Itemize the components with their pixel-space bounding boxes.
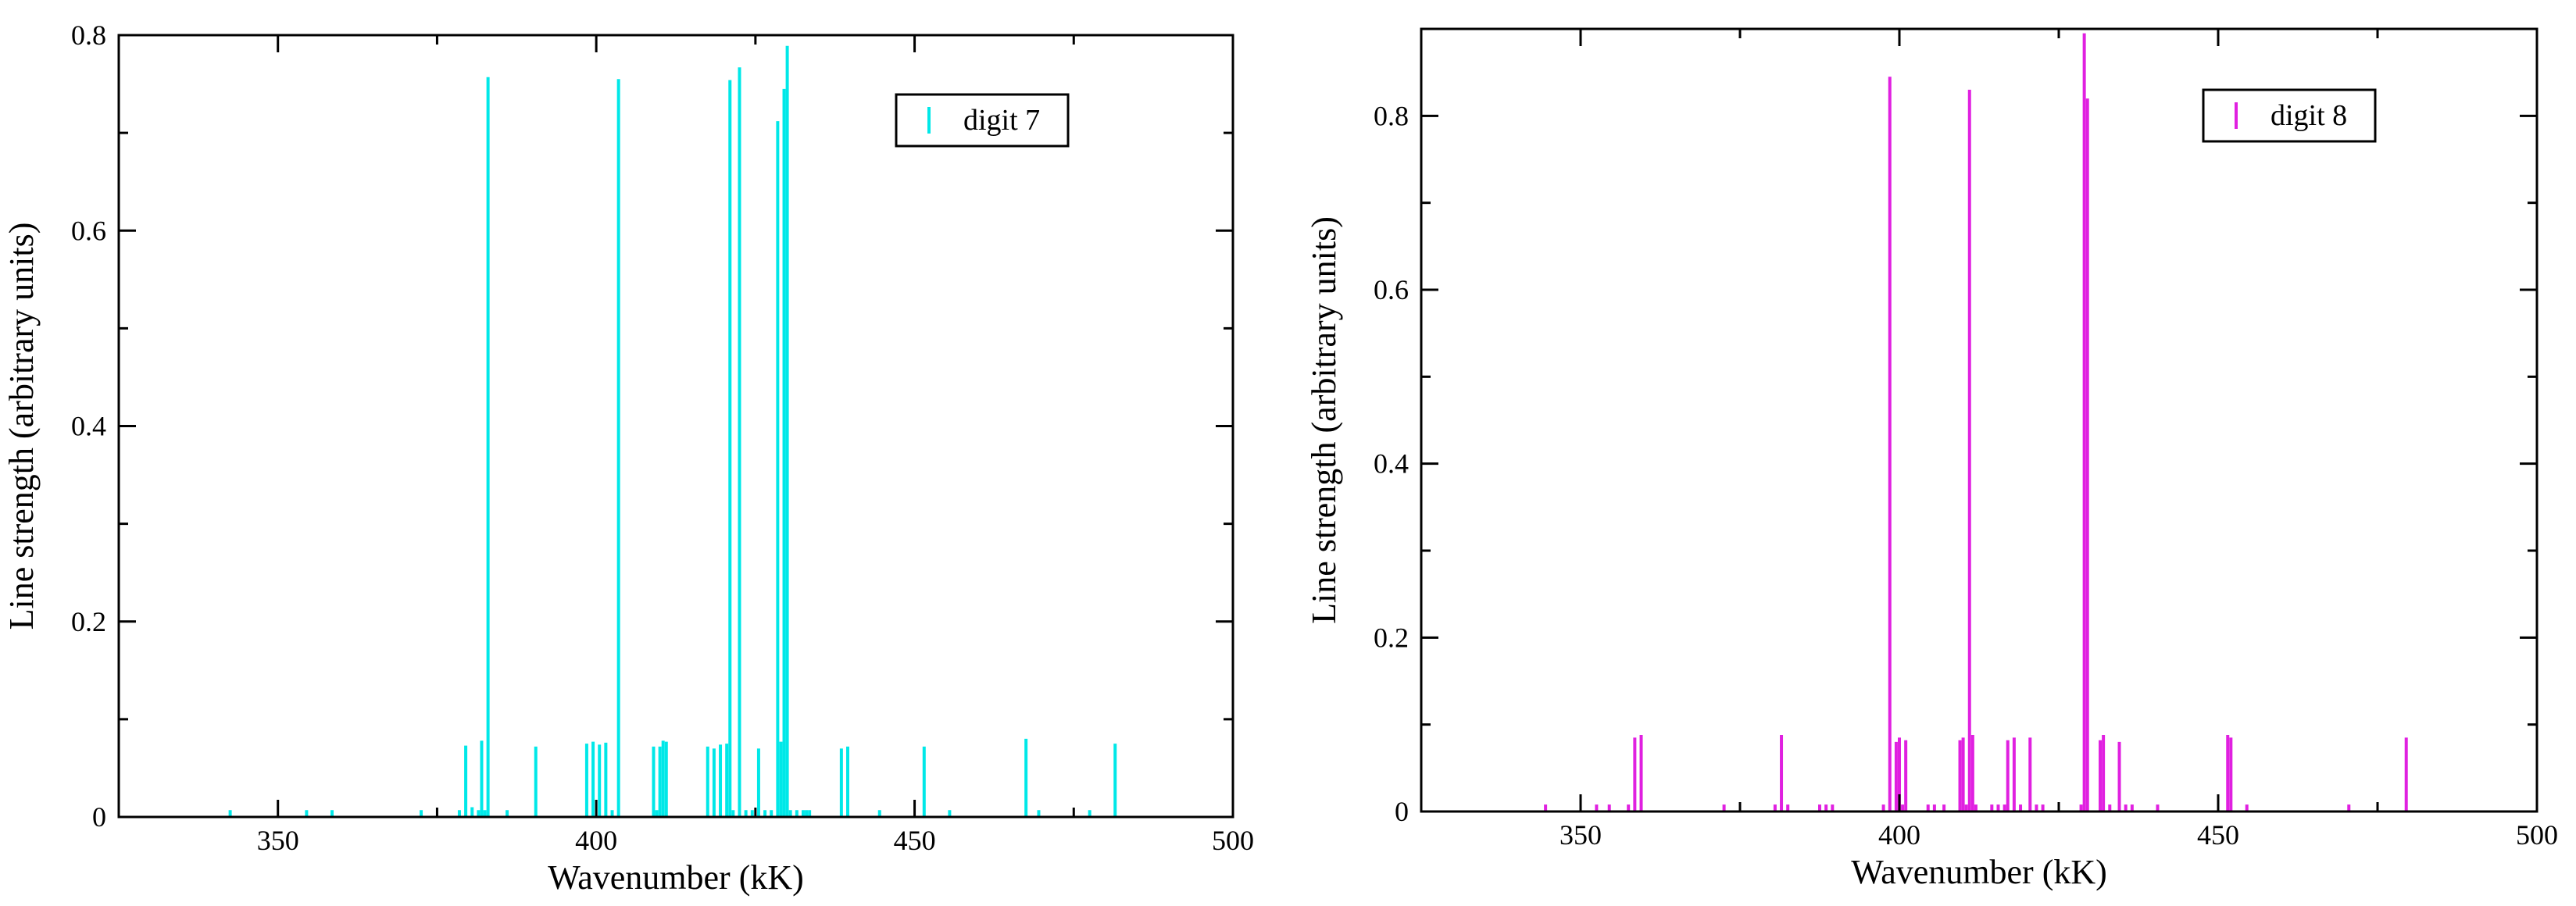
x-axis-label: Wavenumber (kK) xyxy=(548,858,804,897)
legend-label: digit 8 xyxy=(2271,99,2347,132)
y-axis-label: Line strength (arbitrary units) xyxy=(2,223,41,630)
x-tick-label: 350 xyxy=(1560,819,1602,851)
chart-panel-1: 350 400 450 500 0 0.2 0.4 0.6 0.8 Wavenumber (kK)… xyxy=(2,20,1254,897)
y-tick-label: 0.2 xyxy=(71,606,106,637)
plot-frame xyxy=(117,34,1234,819)
legend: digit 7 xyxy=(895,93,1070,148)
legend: digit 8 xyxy=(2202,88,2377,143)
legend-box xyxy=(2202,88,2377,143)
y-tick-label: 0.2 xyxy=(1374,622,1409,653)
legend-box xyxy=(895,93,1070,148)
y-tick-label: 0.8 xyxy=(1374,100,1409,131)
y-axis-label: Line strength (arbitrary units) xyxy=(1305,216,1343,624)
y-tick-label: 0.6 xyxy=(1374,274,1409,305)
chart-panel-2: 350 400 450 500 0 0.2 0.4 0.6 0.8 Wavenumber (kK)… xyxy=(1305,27,2558,891)
y-tick-label: 0.4 xyxy=(1374,448,1409,480)
y-tick-label: 0 xyxy=(1395,796,1409,827)
x-axis-label: Wavenumber (kK) xyxy=(1851,853,2107,891)
y-tick-label: 0.8 xyxy=(71,20,106,51)
legend-label: digit 7 xyxy=(963,104,1040,137)
x-tick-label: 450 xyxy=(2197,819,2239,851)
plot-frame xyxy=(1420,27,2538,813)
y-tick-label: 0.6 xyxy=(71,215,106,246)
x-tick-label: 500 xyxy=(2516,819,2558,851)
x-tick-label: 350 xyxy=(257,825,299,856)
y-tick-label: 0.4 xyxy=(71,411,106,442)
x-tick-label: 450 xyxy=(894,825,936,856)
x-tick-label: 400 xyxy=(1878,819,1920,851)
x-tick-label: 500 xyxy=(1212,825,1254,856)
x-tick-label: 400 xyxy=(575,825,617,856)
y-tick-label: 0 xyxy=(92,801,106,833)
